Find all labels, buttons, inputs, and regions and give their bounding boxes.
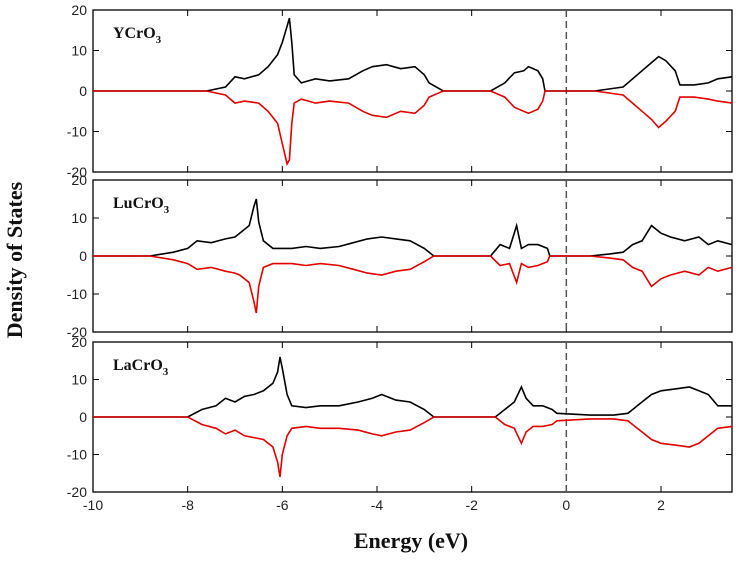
x-tick-label-1: -8 xyxy=(181,497,194,513)
y-tick-label-1-0: 20 xyxy=(71,172,87,188)
y-tick-label-2-0: 20 xyxy=(71,334,87,350)
y-tick-label-0-4: -20 xyxy=(67,164,87,180)
x-tick-label-0: -10 xyxy=(83,497,103,513)
panel-label-2: LaCrO3 xyxy=(113,357,169,378)
y-tick-label-1-2: 0 xyxy=(79,248,87,264)
x-tick-label-5: 0 xyxy=(562,497,570,513)
spin-up-line-0 xyxy=(93,17,733,92)
y-tick-label-0-3: -10 xyxy=(67,124,87,140)
spin-down-line-0 xyxy=(93,90,733,167)
y-tick-label-0-0: 20 xyxy=(71,2,87,18)
x-axis-title: Energy (eV) xyxy=(354,528,468,553)
panel-label-subscript-0: 3 xyxy=(156,34,162,46)
y-tick-label-1-3: -10 xyxy=(67,286,87,302)
x-tick-label-3: -4 xyxy=(371,497,384,513)
spin-up-line-2 xyxy=(93,356,732,418)
y-tick-label-2-1: 10 xyxy=(71,372,87,388)
y-tick-label-0-1: 10 xyxy=(71,43,87,59)
panel-label-0: YCrO3 xyxy=(113,25,162,46)
panel-label-1: LuCrO3 xyxy=(113,195,170,216)
y-tick-label-2-3: -10 xyxy=(67,447,87,463)
x-tick-label-2: -6 xyxy=(276,497,289,513)
panel-label-subscript-2: 3 xyxy=(163,366,169,378)
y-tick-label-2-2: 0 xyxy=(79,409,87,425)
y-axis-title: Density of States xyxy=(2,181,27,338)
y-tick-label-0-2: 0 xyxy=(79,83,87,99)
y-tick-label-1-1: 10 xyxy=(71,210,87,226)
spin-up-line-1 xyxy=(93,198,733,257)
spin-down-line-1 xyxy=(93,255,733,314)
x-tick-label-4: -2 xyxy=(465,497,478,513)
panel-label-subscript-1: 3 xyxy=(164,204,170,216)
spin-down-line-2 xyxy=(93,416,733,478)
y-tick-label-1-4: -20 xyxy=(67,324,87,340)
x-tick-label-6: 2 xyxy=(657,497,665,513)
y-tick-label-2-4: -20 xyxy=(67,484,87,500)
panel-frame-1 xyxy=(92,179,733,333)
